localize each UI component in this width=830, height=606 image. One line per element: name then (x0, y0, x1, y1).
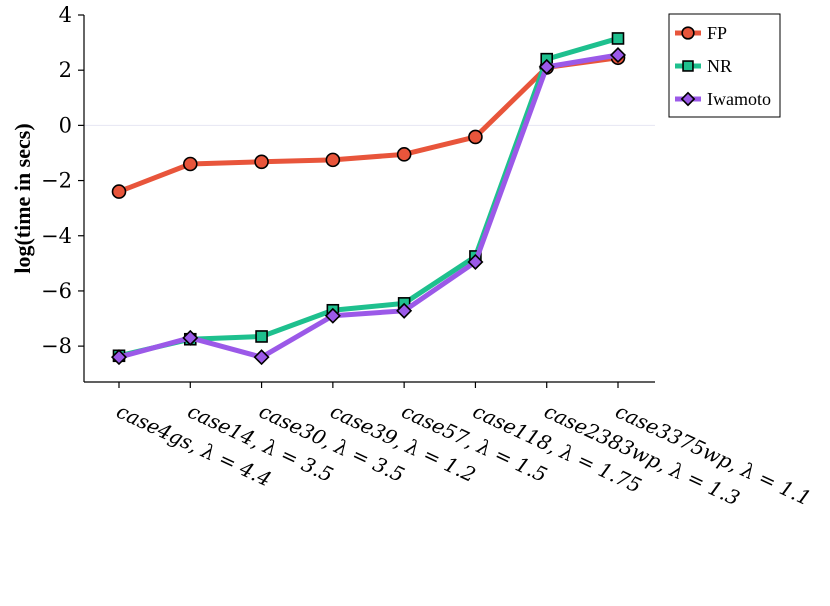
data-point-iwamoto (110, 349, 128, 366)
series-layer (110, 32, 627, 366)
legend-label: NR (707, 56, 732, 76)
y-tick-label: 2 (59, 58, 72, 82)
data-point-fp (254, 154, 269, 170)
y-tick-label: −2 (41, 169, 72, 193)
legend-item-fp: FP (675, 23, 727, 43)
y-tick-label: −4 (41, 224, 72, 248)
series-line-nr (118, 36, 619, 359)
series-iwamoto (110, 47, 627, 366)
data-point-iwamoto (538, 58, 555, 75)
data-point-iwamoto (467, 253, 484, 270)
data-point-iwamoto (396, 302, 413, 319)
data-point-fp (182, 156, 198, 172)
y-tick-label: −8 (41, 334, 72, 358)
legend: FP NR Iwamoto (668, 13, 781, 118)
data-point-nr (255, 330, 268, 343)
data-point-iwamoto (182, 329, 199, 346)
data-point-fp (396, 147, 412, 162)
legend-label: FP (707, 23, 727, 43)
data-point-iwamoto (324, 307, 341, 324)
data-point-iwamoto (609, 47, 627, 64)
legend-item-nr: NR (675, 56, 732, 76)
y-tick-label: 0 (59, 113, 72, 137)
data-point-fp (468, 129, 483, 145)
data-point-fp (325, 152, 341, 168)
y-axis-label: log(time in secs) (10, 123, 35, 273)
series-line-fp (118, 55, 619, 194)
legend-item-iwamoto: Iwamoto (675, 89, 771, 109)
data-point-iwamoto (253, 349, 270, 366)
y-tick-label: −6 (41, 279, 72, 303)
data-point-fp (111, 184, 127, 199)
legend-marker (680, 91, 696, 107)
series-line-iwamoto (118, 52, 619, 360)
legend-marker (681, 26, 695, 40)
legend-marker (682, 60, 694, 72)
legend-label: Iwamoto (707, 89, 771, 109)
y-tick-label: 4 (59, 3, 72, 27)
data-point-nr (611, 32, 625, 45)
